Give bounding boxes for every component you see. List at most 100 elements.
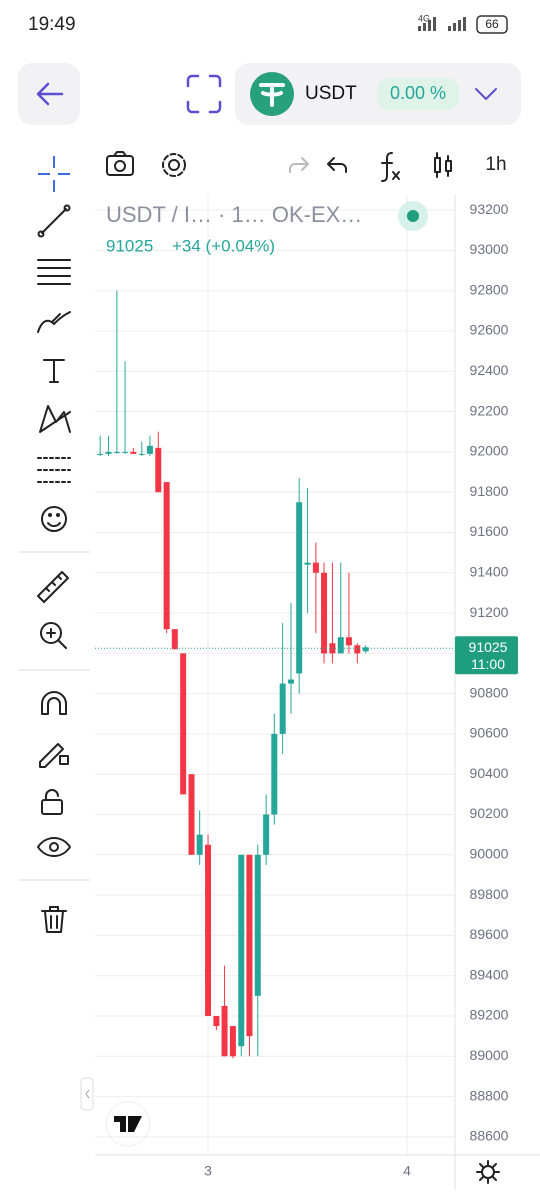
- candle-body: [229, 1026, 236, 1057]
- candle-body: [362, 647, 369, 652]
- y-tick-label: 91800: [470, 483, 509, 499]
- last-time: 11:00: [471, 656, 505, 672]
- delete-tool[interactable]: [41, 906, 67, 933]
- collapse-handle[interactable]: [80, 1077, 94, 1111]
- candle-body: [221, 1005, 228, 1057]
- legend-price: 91025: [106, 236, 153, 255]
- magnet-tool[interactable]: [41, 691, 67, 715]
- axis-settings[interactable]: [476, 1160, 500, 1184]
- crosshair-tool[interactable]: [38, 156, 70, 192]
- visibility-tool[interactable]: [37, 837, 71, 857]
- chart-type-button[interactable]: [434, 152, 452, 178]
- candle-body: [205, 844, 212, 1016]
- candle-body: [345, 637, 352, 646]
- candle-body: [296, 502, 303, 674]
- network: 4G: [418, 13, 430, 23]
- pattern-tool[interactable]: [39, 405, 71, 433]
- settings-button[interactable]: [162, 153, 186, 177]
- candle-body: [238, 854, 245, 1047]
- candle-body: [321, 572, 328, 654]
- candle-body: [105, 451, 112, 454]
- x-tick-label: 4: [403, 1163, 411, 1179]
- candle-body: [180, 653, 187, 795]
- candle-body: [246, 854, 253, 1037]
- candle-body: [312, 562, 319, 573]
- candle-body: [196, 834, 203, 855]
- candle-body: [279, 683, 286, 734]
- y-tick-label: 92000: [470, 443, 509, 459]
- candle-body: [95, 453, 96, 479]
- status-time: 19:49: [28, 14, 76, 35]
- y-tick-label: 91600: [470, 523, 509, 539]
- y-tick-label: 92200: [470, 402, 509, 418]
- y-tick-label: 90000: [470, 846, 509, 862]
- y-tick-label: 90200: [470, 805, 509, 821]
- brush-tool[interactable]: [37, 311, 71, 333]
- candle-body: [263, 814, 270, 855]
- line-tool[interactable]: [37, 204, 71, 238]
- candle-body: [288, 679, 295, 684]
- candle-body: [130, 451, 137, 454]
- y-tick-label: 88800: [470, 1087, 509, 1103]
- interval[interactable]: 1h: [485, 154, 506, 175]
- text-tool[interactable]: [43, 359, 65, 383]
- dropdown[interactable]: [475, 88, 497, 101]
- y-tick-label: 92600: [470, 322, 509, 338]
- y-tick-label: 90600: [470, 725, 509, 741]
- change-pill: [377, 78, 459, 110]
- y-tick-label: 92800: [470, 281, 509, 297]
- last-price: 91025: [469, 639, 508, 655]
- undo-button[interactable]: [327, 157, 347, 173]
- candle-body: [337, 637, 344, 654]
- tv-logo: [114, 1116, 142, 1132]
- camera-button[interactable]: [106, 151, 134, 176]
- redo-button[interactable]: [289, 157, 310, 173]
- status-dot: [407, 210, 419, 222]
- tether-glyph: [259, 83, 285, 107]
- candles: [95, 290, 369, 1059]
- y-tick-label: 92400: [470, 362, 509, 378]
- left-toolbar: [18, 156, 90, 933]
- y-tick-label: 89600: [470, 926, 509, 942]
- y-tick-label: 89800: [470, 886, 509, 902]
- x-tick-label: 3: [204, 1163, 212, 1179]
- candle-body: [171, 629, 178, 650]
- legend-change: +34 (+0.04%): [172, 236, 275, 255]
- indicators-button[interactable]: [381, 152, 400, 182]
- emoji-tool[interactable]: [41, 506, 67, 532]
- y-tick-label: 89200: [470, 1007, 509, 1023]
- candle-body: [146, 445, 153, 454]
- signal: [418, 17, 466, 31]
- candle-body: [138, 453, 145, 455]
- y-tick-label: 90400: [470, 765, 509, 781]
- lock-drawings[interactable]: [39, 743, 69, 768]
- unlock-tool[interactable]: [41, 789, 63, 815]
- candle-body: [354, 645, 361, 654]
- candle-body: [122, 451, 129, 453]
- fullscreen-button[interactable]: [186, 74, 222, 114]
- collapse-arrow: [85, 1089, 90, 1099]
- y-tick-label: 89400: [470, 966, 509, 982]
- candle-body: [271, 733, 278, 815]
- back-arrow: [36, 82, 64, 106]
- candle-body: [213, 1015, 220, 1027]
- candle-body: [113, 451, 120, 453]
- candle-body: [97, 453, 104, 455]
- last-price-tag: [455, 636, 518, 675]
- battery-level: 66: [485, 17, 499, 31]
- candle-body: [304, 562, 311, 565]
- battery: [476, 15, 508, 34]
- candle-body: [188, 774, 195, 855]
- fib-tool[interactable]: [37, 259, 71, 285]
- projection-tool[interactable]: [37, 457, 71, 483]
- grid: [95, 195, 455, 1155]
- y-tick-label: 91200: [470, 604, 509, 620]
- change: 0.00 %: [390, 83, 446, 103]
- zoom-tool[interactable]: [40, 622, 67, 649]
- y-tick-label: 93200: [470, 201, 509, 217]
- y-tick-label: 90800: [470, 684, 509, 700]
- candle-body: [155, 447, 162, 493]
- ruler-tool[interactable]: [37, 571, 69, 603]
- candle-body: [163, 482, 170, 630]
